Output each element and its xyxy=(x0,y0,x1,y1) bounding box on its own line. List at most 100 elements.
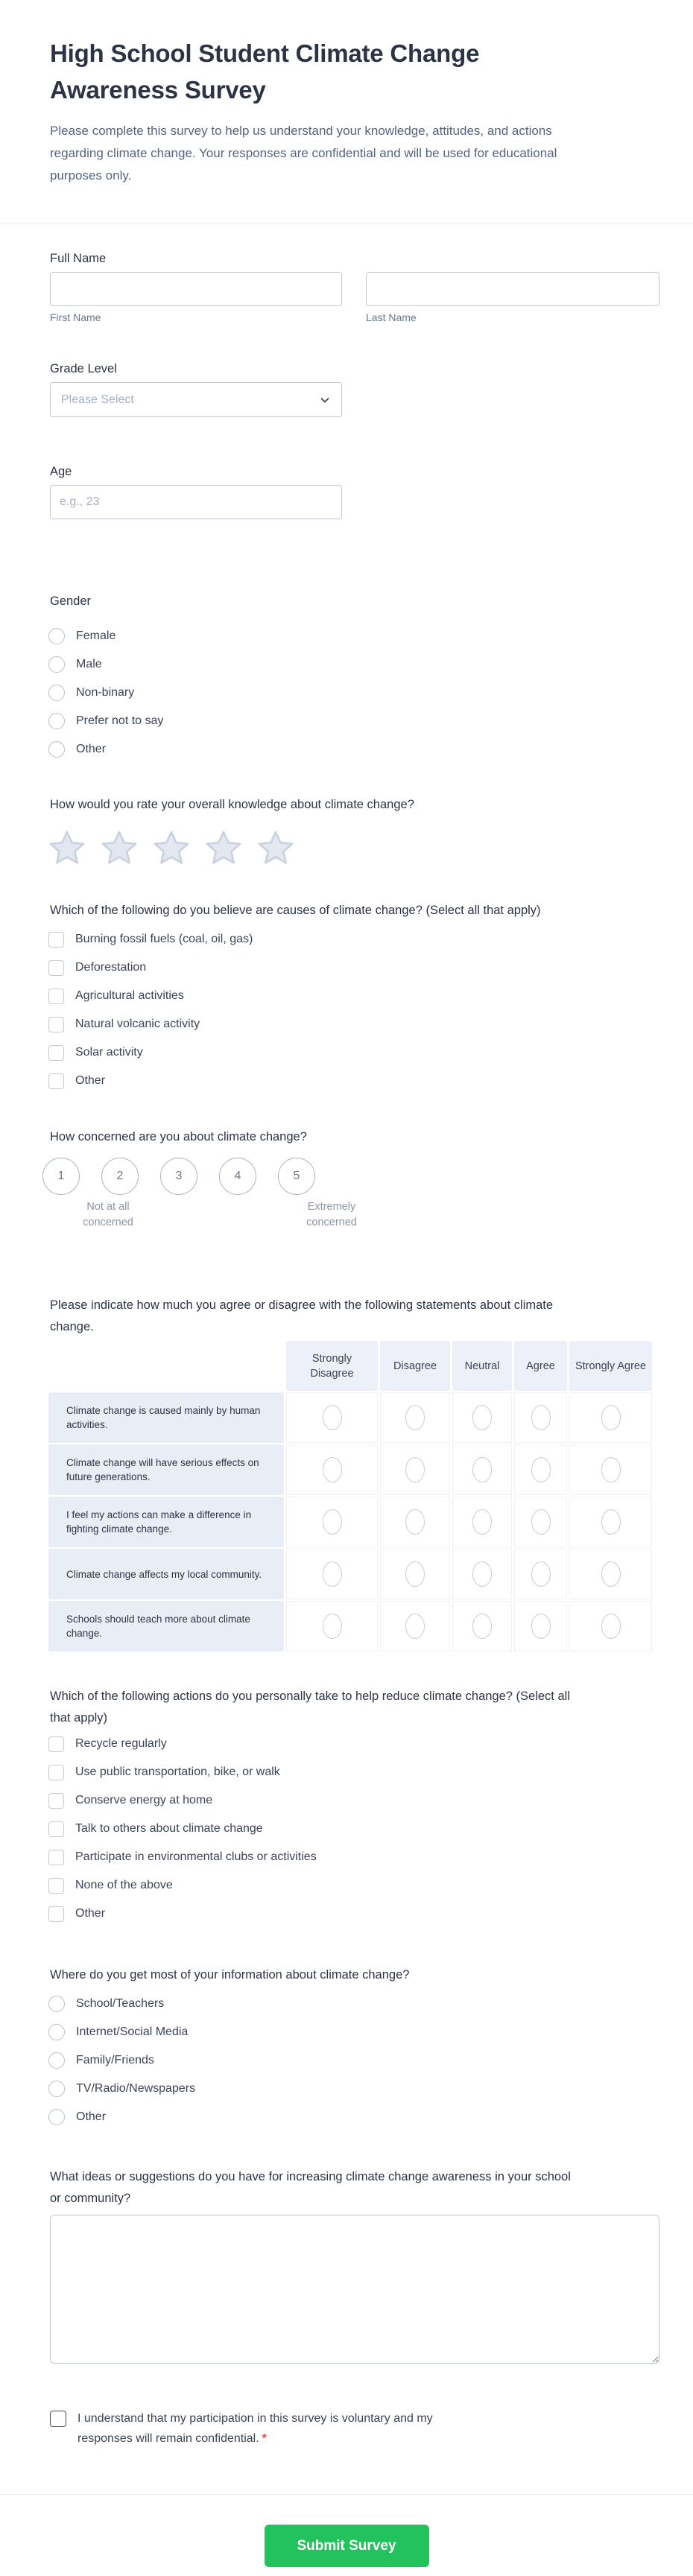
matrix-cell[interactable] xyxy=(286,1601,378,1652)
radio-button[interactable] xyxy=(48,2109,65,2125)
matrix-cell[interactable] xyxy=(380,1392,450,1443)
matrix-cell[interactable] xyxy=(452,1497,512,1547)
matrix-cell[interactable] xyxy=(380,1497,450,1547)
actions-option-public-transport[interactable]: Use public transportation, bike, or walk xyxy=(48,1764,659,1780)
matrix-radio[interactable] xyxy=(322,1457,342,1482)
age-input[interactable] xyxy=(50,485,342,519)
checkbox[interactable] xyxy=(48,959,64,976)
matrix-cell[interactable] xyxy=(286,1497,378,1547)
radio-button[interactable] xyxy=(48,628,65,644)
last-name-input[interactable] xyxy=(366,272,659,306)
matrix-radio[interactable] xyxy=(531,1614,551,1639)
checkbox[interactable] xyxy=(48,1044,64,1061)
checkbox[interactable] xyxy=(48,1764,64,1780)
checkbox[interactable] xyxy=(48,988,64,1004)
causes-option-agricultural[interactable]: Agricultural activities xyxy=(48,988,659,1004)
checkbox[interactable] xyxy=(48,1736,64,1752)
star-icon[interactable] xyxy=(203,828,244,868)
matrix-radio[interactable] xyxy=(531,1561,551,1587)
matrix-radio[interactable] xyxy=(322,1509,342,1535)
checkbox[interactable] xyxy=(48,1073,64,1089)
matrix-radio[interactable] xyxy=(601,1457,621,1482)
matrix-radio[interactable] xyxy=(472,1405,492,1430)
checkbox[interactable] xyxy=(48,931,64,948)
matrix-cell[interactable] xyxy=(452,1444,512,1495)
matrix-cell[interactable] xyxy=(380,1444,450,1495)
gender-option-non-binary[interactable]: Non-binary xyxy=(48,685,659,701)
matrix-cell[interactable] xyxy=(569,1392,652,1443)
matrix-cell[interactable] xyxy=(514,1549,567,1599)
scale-option-5[interactable]: 5 xyxy=(278,1158,315,1195)
sources-option-internet[interactable]: Internet/Social Media xyxy=(48,2024,659,2040)
actions-option-clubs[interactable]: Participate in environmental clubs or ac… xyxy=(48,1849,659,1865)
star-icon[interactable] xyxy=(98,828,140,868)
star-icon[interactable] xyxy=(46,828,88,868)
radio-button[interactable] xyxy=(48,713,65,729)
ideas-textarea[interactable] xyxy=(50,2215,659,2364)
radio-button[interactable] xyxy=(48,656,65,673)
scale-option-4[interactable]: 4 xyxy=(219,1158,256,1195)
radio-button[interactable] xyxy=(48,1996,65,2012)
matrix-radio[interactable] xyxy=(322,1614,342,1639)
gender-option-male[interactable]: Male xyxy=(48,656,659,673)
grade-level-select[interactable]: Please Select xyxy=(50,382,342,417)
checkbox[interactable] xyxy=(48,1877,64,1894)
matrix-radio[interactable] xyxy=(472,1457,492,1482)
matrix-cell[interactable] xyxy=(514,1497,567,1547)
matrix-radio[interactable] xyxy=(531,1457,551,1482)
checkbox[interactable] xyxy=(48,1792,64,1809)
matrix-radio[interactable] xyxy=(322,1405,342,1430)
question-consent[interactable]: I understand that my participation in th… xyxy=(50,2408,659,2449)
causes-option-solar[interactable]: Solar activity xyxy=(48,1044,659,1061)
scale-option-2[interactable]: 2 xyxy=(101,1158,139,1195)
sources-option-family[interactable]: Family/Friends xyxy=(48,2052,659,2069)
star-icon[interactable] xyxy=(151,828,192,868)
matrix-radio[interactable] xyxy=(322,1561,342,1587)
actions-option-conserve-energy[interactable]: Conserve energy at home xyxy=(48,1792,659,1809)
matrix-radio[interactable] xyxy=(405,1561,425,1587)
matrix-radio[interactable] xyxy=(531,1405,551,1430)
submit-button[interactable]: Submit Survey xyxy=(264,2525,429,2567)
radio-button[interactable] xyxy=(48,685,65,701)
matrix-cell[interactable] xyxy=(514,1601,567,1652)
actions-option-other[interactable]: Other xyxy=(48,1906,659,1922)
first-name-input[interactable] xyxy=(50,272,342,306)
sources-option-tv-radio[interactable]: TV/Radio/Newspapers xyxy=(48,2081,659,2097)
matrix-radio[interactable] xyxy=(601,1614,621,1639)
causes-option-deforestation[interactable]: Deforestation xyxy=(48,959,659,976)
matrix-radio[interactable] xyxy=(405,1614,425,1639)
gender-option-prefer-not-to-say[interactable]: Prefer not to say xyxy=(48,713,659,729)
gender-option-female[interactable]: Female xyxy=(48,628,659,644)
causes-option-volcanic[interactable]: Natural volcanic activity xyxy=(48,1016,659,1032)
matrix-radio[interactable] xyxy=(472,1614,492,1639)
sources-option-other[interactable]: Other xyxy=(48,2109,659,2125)
matrix-radio[interactable] xyxy=(405,1457,425,1482)
checkbox[interactable] xyxy=(48,1849,64,1865)
matrix-radio[interactable] xyxy=(601,1561,621,1587)
matrix-cell[interactable] xyxy=(286,1392,378,1443)
checkbox[interactable] xyxy=(48,1906,64,1922)
checkbox[interactable] xyxy=(48,1016,64,1032)
actions-option-talk-to-others[interactable]: Talk to others about climate change xyxy=(48,1821,659,1837)
matrix-radio[interactable] xyxy=(405,1405,425,1430)
matrix-cell[interactable] xyxy=(452,1601,512,1652)
matrix-radio[interactable] xyxy=(472,1509,492,1535)
causes-option-fossil-fuels[interactable]: Burning fossil fuels (coal, oil, gas) xyxy=(48,931,659,948)
matrix-cell[interactable] xyxy=(286,1549,378,1599)
matrix-cell[interactable] xyxy=(380,1549,450,1599)
matrix-cell[interactable] xyxy=(569,1444,652,1495)
matrix-radio[interactable] xyxy=(405,1509,425,1535)
matrix-radio[interactable] xyxy=(531,1509,551,1535)
consent-checkbox[interactable] xyxy=(50,2411,66,2427)
gender-option-other[interactable]: Other xyxy=(48,741,659,758)
scale-option-1[interactable]: 1 xyxy=(42,1158,80,1195)
matrix-cell[interactable] xyxy=(452,1392,512,1443)
actions-option-none[interactable]: None of the above xyxy=(48,1877,659,1894)
matrix-cell[interactable] xyxy=(569,1497,652,1547)
radio-button[interactable] xyxy=(48,2052,65,2069)
matrix-cell[interactable] xyxy=(452,1549,512,1599)
radio-button[interactable] xyxy=(48,2024,65,2040)
matrix-cell[interactable] xyxy=(286,1444,378,1495)
matrix-cell[interactable] xyxy=(569,1549,652,1599)
matrix-radio[interactable] xyxy=(601,1405,621,1430)
